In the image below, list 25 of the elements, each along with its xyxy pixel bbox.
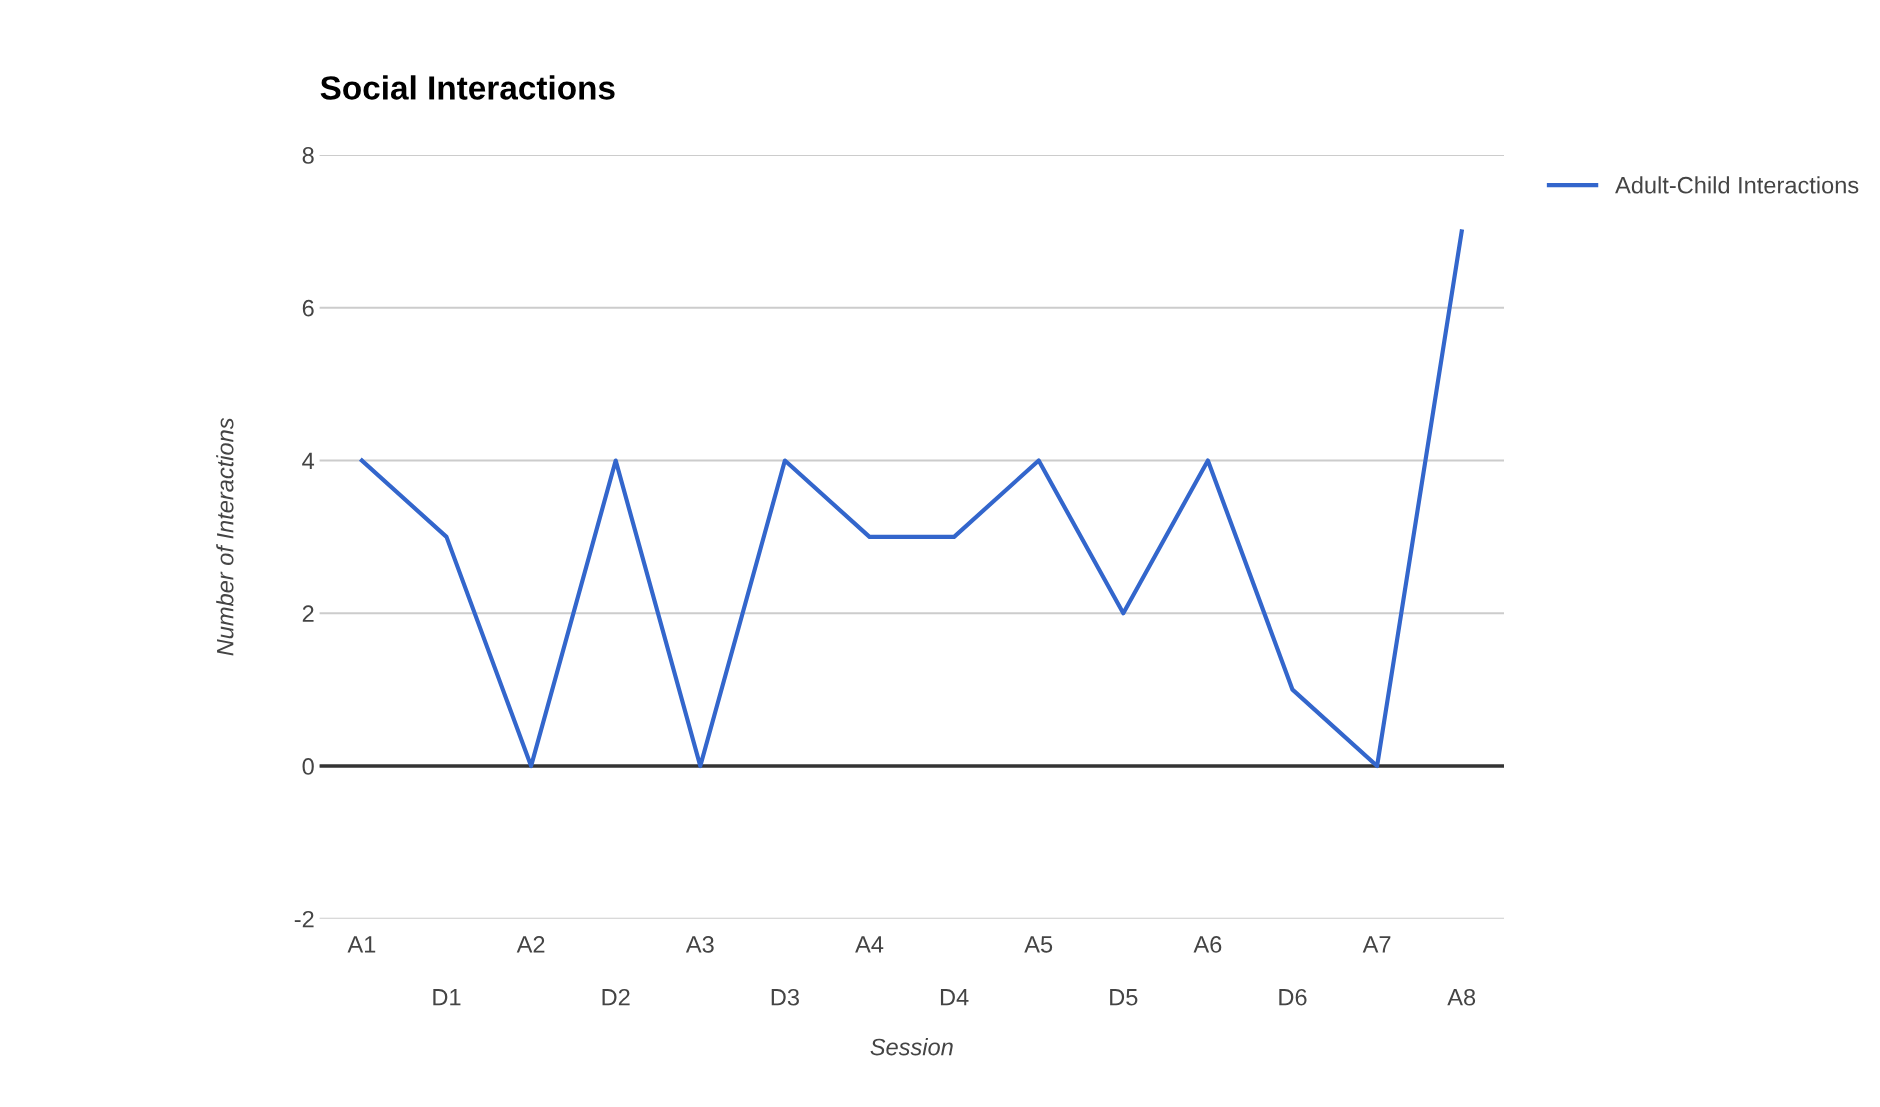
x-tick-label: D2 xyxy=(602,988,630,1006)
x-tick-label: A5 xyxy=(1024,936,1053,953)
x-tick-label: A6 xyxy=(1193,936,1222,953)
y-tick-label: 6 xyxy=(302,299,314,317)
y-axis-title: Number of Interactions xyxy=(216,417,234,656)
x-tick-label: D1 xyxy=(433,989,461,1006)
x-tick-label: D5 xyxy=(1110,989,1138,1006)
x-tick-label: D3 xyxy=(771,988,799,1006)
legend-label: Adult-Child Interactions xyxy=(1615,176,1859,194)
x-tick-label: A2 xyxy=(516,936,545,953)
line-series xyxy=(359,229,1464,769)
x-tick-label: A4 xyxy=(855,936,884,953)
x-tick-label: A3 xyxy=(685,936,714,953)
x-tick-label: A7 xyxy=(1362,936,1391,953)
x-tick-label: D4 xyxy=(940,989,969,1006)
x-axis-title: Session xyxy=(870,1038,953,1056)
x-tick-label: A8 xyxy=(1447,988,1476,1006)
y-tick-label: 2 xyxy=(302,605,314,622)
x-tick-label: D6 xyxy=(1279,988,1307,1006)
y-tick-label: 4 xyxy=(302,452,315,470)
y-tick-label: -2 xyxy=(294,910,314,928)
y-tick-label: 0 xyxy=(302,758,314,775)
chart-title: Social Interactions xyxy=(320,75,615,100)
y-tick-label: 8 xyxy=(302,147,314,164)
x-tick-label: A1 xyxy=(347,936,376,953)
